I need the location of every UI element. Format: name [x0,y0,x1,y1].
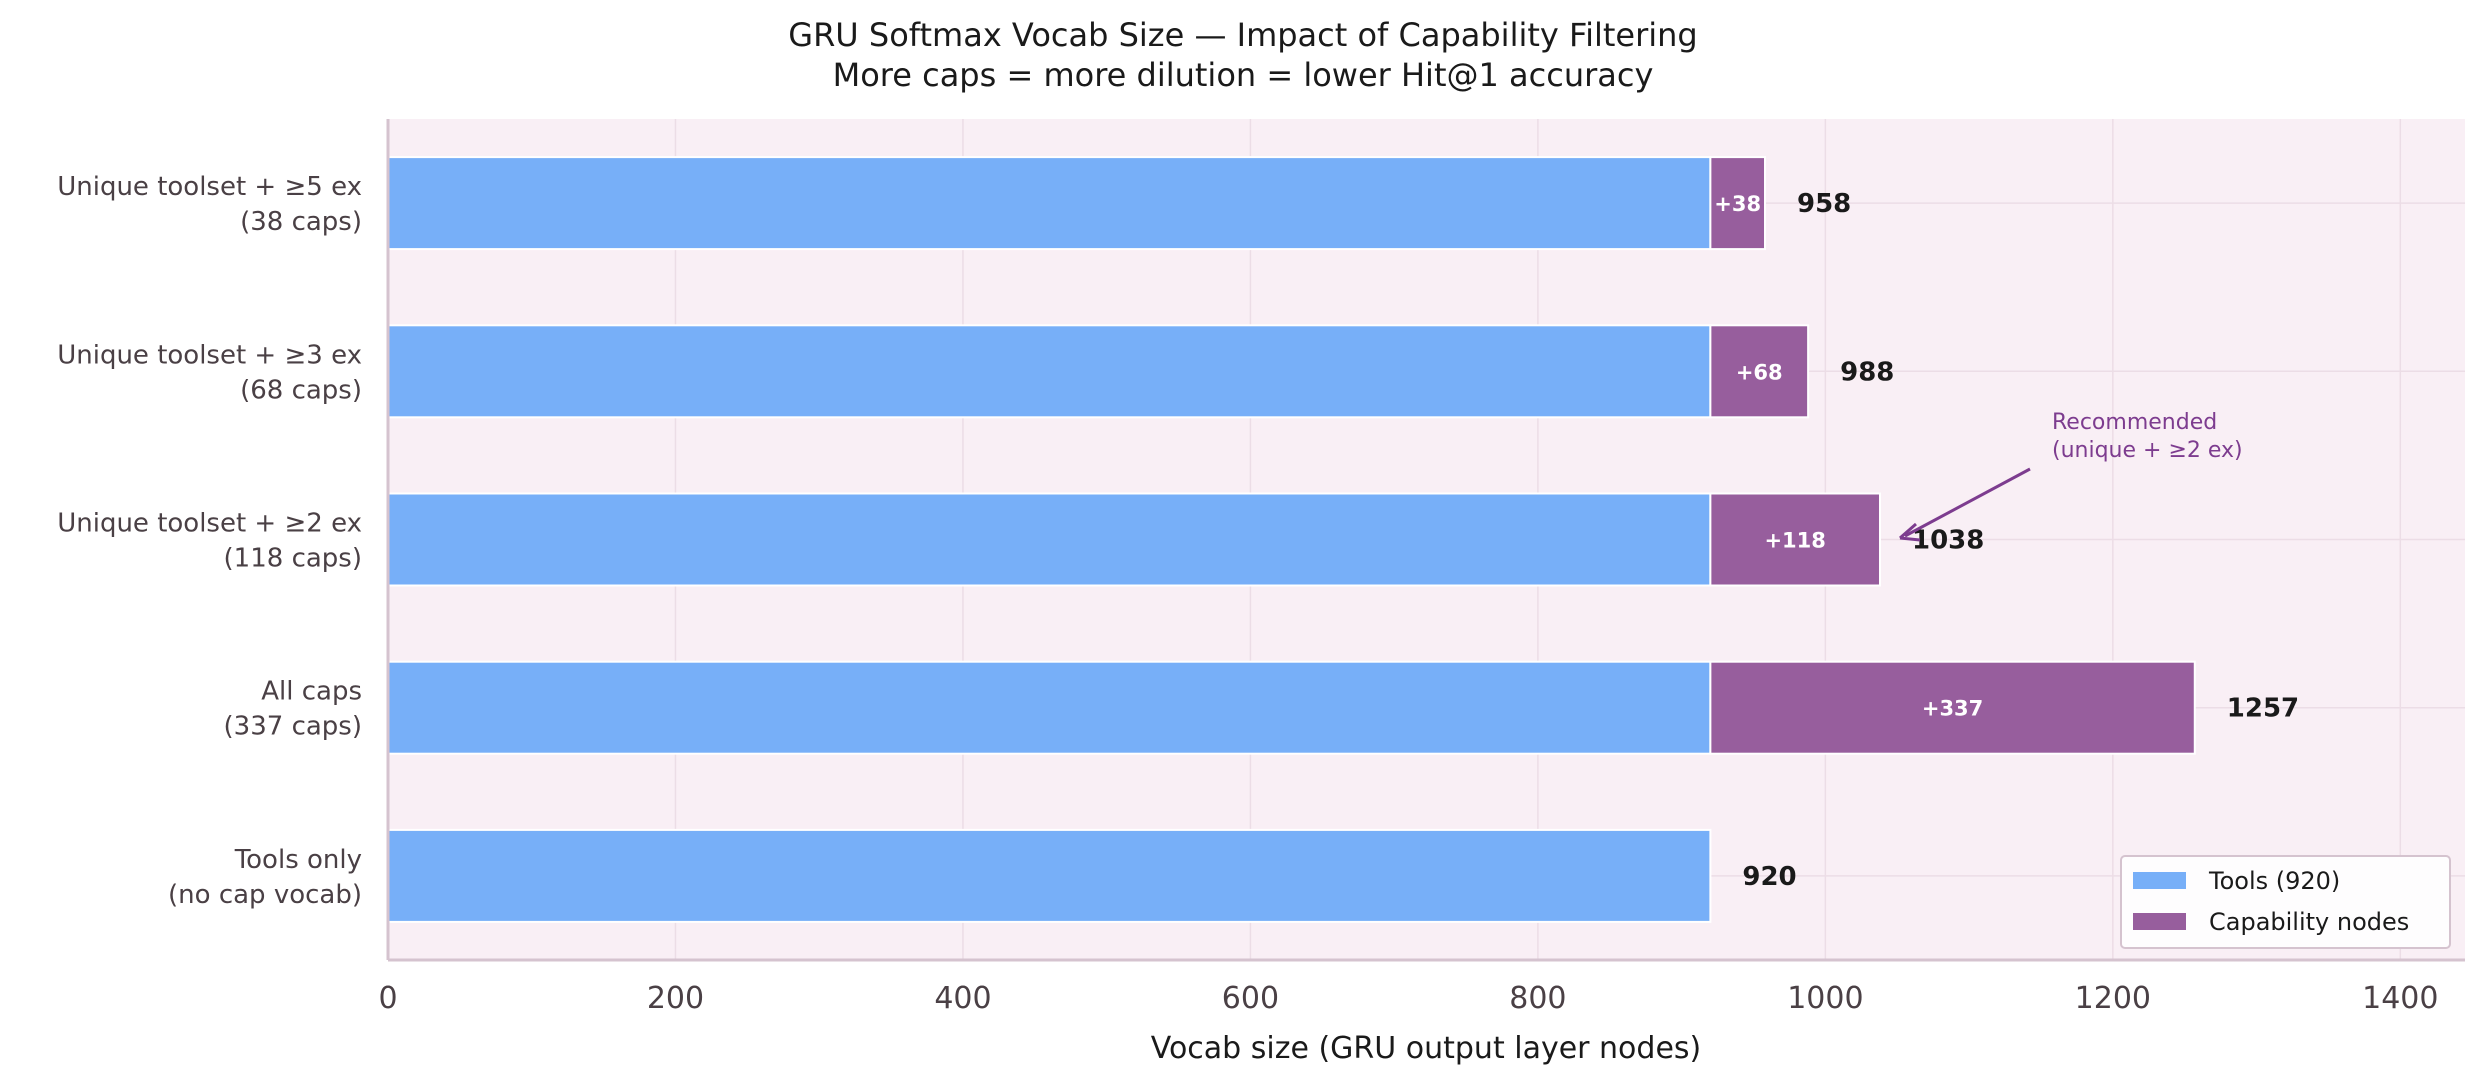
legend-label: Tools (920) [2208,867,2340,895]
x-tick-label: 400 [934,981,991,1016]
y-tick-label: Unique toolset + ≥5 ex [57,172,362,202]
capability-bar [1709,492,1881,587]
tools-bar [387,324,1712,419]
x-tick-label: 1200 [2075,981,2151,1016]
capability-count-label: +118 [1764,529,1825,553]
chart-title: GRU Softmax Vocab Size — Impact of Capab… [788,16,1697,54]
total-value-label: 920 [1742,862,1796,892]
y-tick-label: All caps [261,677,362,707]
arrow-head-icon [1899,522,1921,542]
total-value-label: 1257 [2227,694,2299,724]
x-tick-label: 200 [647,981,704,1016]
total-value-label: 988 [1840,357,1894,387]
tools-bar [387,492,1712,587]
y-tick-label: (337 caps) [224,712,362,742]
y-tick-label: (no cap vocab) [168,880,362,910]
y-tick-label: (38 caps) [240,207,362,237]
y-tick-label: Unique toolset + ≥2 ex [57,509,362,539]
y-tick-label: (68 caps) [240,375,362,405]
legend-box [2120,855,2451,949]
capability-count-label: +68 [1736,360,1783,384]
annotation-arrow [1904,467,2031,538]
annotation-text: (unique + ≥2 ex) [2052,438,2243,463]
tools-bar [387,660,1712,755]
capability-bar [1709,156,1767,251]
capability-count-label: +38 [1714,192,1761,216]
capability-bar [1709,660,2196,755]
x-axis-label: Vocab size (GRU output layer nodes) [1151,1031,1702,1066]
y-tick-label: Unique toolset + ≥3 ex [57,340,362,370]
capability-count-label: +337 [1922,697,1983,721]
legend-swatch [2133,913,2186,930]
annotation-text: Recommended [2052,410,2217,435]
y-tick-label: Tools only [234,845,362,875]
legend: Tools (920) Capability nodes [2120,855,2451,949]
x-tick-label: 600 [1222,981,1279,1016]
total-value-label: 1038 [1912,526,1984,556]
x-tick-label: 800 [1509,981,1566,1016]
y-tick-label: (118 caps) [224,544,362,574]
x-tick-label: 0 [378,981,397,1016]
x-tick-label: 1000 [1787,981,1863,1016]
legend-swatch [2133,872,2186,889]
plot-area: 0 200 400 600 800 1000 1200 1400 Unique toolset … [57,119,2465,1016]
tools-bar [387,156,1712,251]
x-tick-label: 1400 [2362,981,2438,1016]
capability-bar [1709,324,1810,419]
total-value-label: 958 [1797,189,1851,219]
chart-subtitle: More caps = more dilution = lower Hit@1 … [833,56,1654,94]
tools-bar [387,828,1712,923]
legend-label: Capability nodes [2209,908,2409,936]
